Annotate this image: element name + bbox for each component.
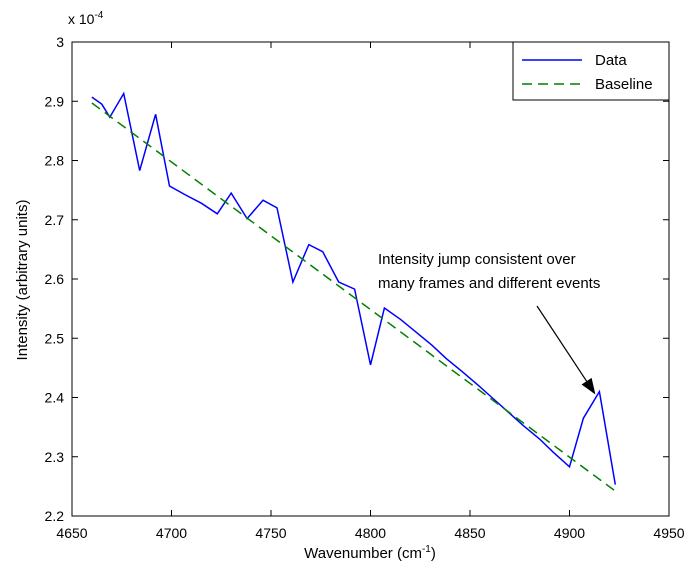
annotation-arrow xyxy=(536,305,588,382)
annotation-arrowhead xyxy=(581,377,596,395)
y-tick-label: 2.4 xyxy=(45,390,65,406)
y-tick-label: 2.3 xyxy=(45,449,65,465)
annotation-line-2: many frames and different events xyxy=(378,275,600,292)
x-tick-label: 4650 xyxy=(56,525,87,541)
annotation: Intensity jump consistent over many fram… xyxy=(378,251,600,395)
annotation-line-1: Intensity jump consistent over xyxy=(378,251,576,268)
x-tick-label: 4950 xyxy=(653,525,684,541)
y-tick-label: 3 xyxy=(56,34,64,50)
series-line-baseline xyxy=(91,102,616,492)
x-axis: 4650 4700 4750 4800 4850 4900 4950 xyxy=(56,42,685,541)
legend-label-data: Data xyxy=(595,52,627,69)
series-line-data xyxy=(91,91,617,485)
series-layer xyxy=(91,91,617,492)
y-axis: 2.2 2.3 2.4 2.5 2.6 2.7 2.8 2.9 3 xyxy=(45,34,669,524)
x-tick-label: 4900 xyxy=(554,525,585,541)
plot-area xyxy=(71,41,670,517)
y-multiplier: x 10-4 xyxy=(68,10,104,27)
y-tick-label: 2.5 xyxy=(45,330,65,346)
x-axis-label: Wavenumber (cm-1) xyxy=(304,544,436,562)
x-tick-label: 4750 xyxy=(255,525,286,541)
x-tick-label: 4850 xyxy=(454,525,485,541)
y-tick-label: 2.9 xyxy=(45,93,65,109)
legend-label-baseline: Baseline xyxy=(595,76,653,93)
x-tick-label: 4800 xyxy=(355,525,386,541)
y-tick-label: 2.6 xyxy=(45,271,65,287)
legend-box xyxy=(512,41,670,101)
y-tick-label: 2.2 xyxy=(45,508,65,524)
y-axis-label: Intensity (arbitrary units) xyxy=(14,200,31,361)
x-tick-label: 4700 xyxy=(156,525,187,541)
legend: Data Baseline xyxy=(512,41,670,101)
y-tick-label: 2.7 xyxy=(45,212,65,228)
y-tick-label: 2.8 xyxy=(45,153,65,169)
